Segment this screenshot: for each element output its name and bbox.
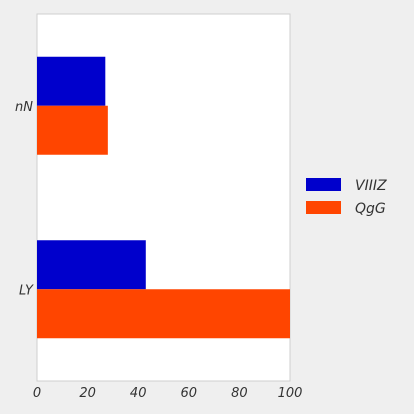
x-tick-label: 60	[181, 386, 198, 401]
bar-VIIIZ-LY	[37, 240, 146, 290]
legend-label-QgG: QgG	[355, 201, 386, 217]
x-tick-labels: 0 20 40 60 80 100	[33, 386, 303, 401]
x-tick-label: 20	[79, 386, 96, 401]
legend-swatch-VIIIZ	[306, 178, 341, 191]
y-tick-label: nN	[15, 100, 33, 115]
legend-swatch-QgG	[306, 201, 341, 214]
legend-label-VIIIZ: VIIIZ	[355, 178, 387, 194]
bar-QgG-nN	[37, 105, 108, 155]
x-tick-label: 80	[231, 386, 248, 401]
bars-group	[37, 56, 290, 339]
bar-QgG-LY	[37, 289, 290, 339]
legend: VIIIZ QgG	[306, 178, 387, 217]
y-tick-label: LY	[19, 283, 34, 298]
bar-VIIIZ-nN	[37, 56, 106, 106]
y-tick-labels: nN LY	[15, 100, 34, 299]
x-tick-label: 0	[33, 386, 41, 401]
x-tick-label: 100	[278, 386, 303, 401]
x-tick-label: 40	[130, 386, 147, 401]
